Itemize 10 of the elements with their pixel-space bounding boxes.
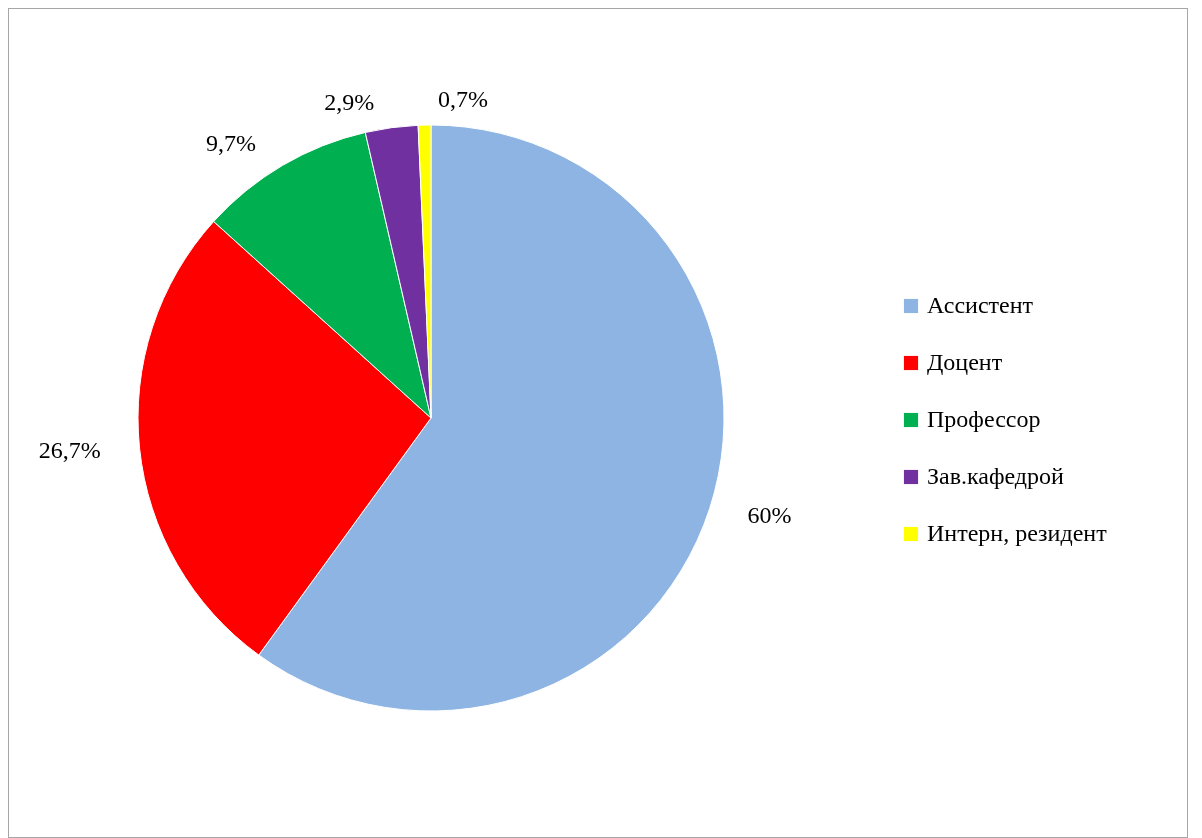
legend-label: Профессор <box>927 406 1041 432</box>
legend-label: Доцент <box>927 349 1003 375</box>
data-label: 0,7% <box>438 86 489 113</box>
legend-label: Интерн, резидент <box>927 520 1108 546</box>
data-label: 9,7% <box>205 129 256 156</box>
legend-label: Зав.кафедрой <box>927 463 1065 489</box>
legend-label: Ассистент <box>927 292 1034 318</box>
data-label: 60% <box>747 502 792 529</box>
data-label: 26,7% <box>38 436 101 463</box>
data-label: 2,9% <box>324 88 375 115</box>
